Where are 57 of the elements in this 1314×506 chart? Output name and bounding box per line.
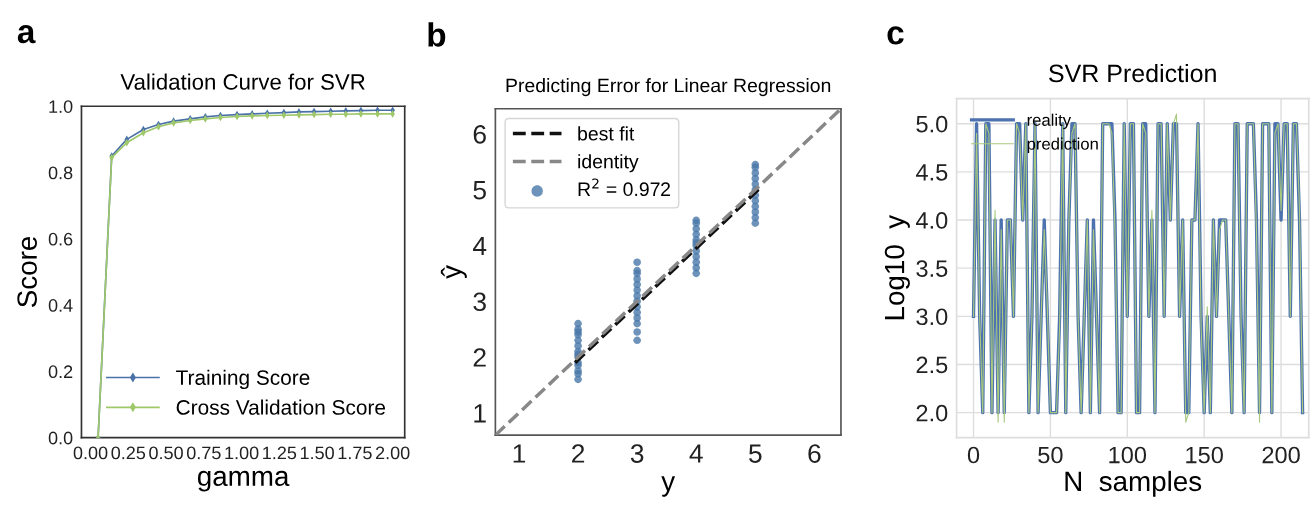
x-tick-label: 1.25 bbox=[263, 446, 297, 460]
y-tick-label: 4.0 bbox=[915, 212, 948, 229]
legend-label: reality bbox=[1027, 113, 1072, 130]
y-tick-label: 3 bbox=[473, 292, 486, 312]
y-tick-label: 2.5 bbox=[916, 356, 948, 374]
x-tick-label: 2.00 bbox=[375, 446, 410, 460]
x-tick-label: 1.75 bbox=[338, 446, 372, 460]
legend-label: Training Score bbox=[176, 369, 310, 390]
legend-label: identity bbox=[578, 154, 639, 173]
legend-label: R$^{2}$ = 0.972 bbox=[578, 178, 670, 197]
x-tick-label: 50 bbox=[1038, 446, 1063, 464]
y-tick-label: 3.0 bbox=[916, 308, 948, 326]
chart-title: SVR Prediction bbox=[1049, 63, 1216, 83]
x-axis-title: y bbox=[661, 476, 676, 497]
text: b bbox=[428, 22, 446, 47]
y-tick-label: 0.6 bbox=[48, 232, 73, 246]
x-tick-label: 4 bbox=[689, 444, 703, 463]
y-tick-label: 2 bbox=[473, 348, 486, 367]
x-tick-label: 5 bbox=[749, 444, 762, 463]
y-tick-label: 5.0 bbox=[916, 115, 948, 133]
y-tick-label: 1 bbox=[474, 404, 486, 423]
x-tick-label: 3 bbox=[630, 444, 644, 463]
x-tick-label: 150 bbox=[1186, 446, 1223, 464]
x-tick-label: 100 bbox=[1109, 446, 1147, 464]
y-tick-label: 4.5 bbox=[915, 164, 948, 181]
y-tick-label: 5 bbox=[473, 181, 486, 200]
x-tick-label: 1 bbox=[513, 444, 526, 463]
x-tick-label: 1.50 bbox=[300, 446, 334, 460]
x-tick-label: 0.25 bbox=[111, 446, 146, 460]
chart-title: Predicting Error for Linear Regression bbox=[506, 78, 831, 97]
x-tick-label: 0.75 bbox=[186, 446, 221, 460]
y-axis-title: Score bbox=[17, 236, 37, 307]
chart-title: Validation Curve for SVR bbox=[120, 73, 365, 90]
y-tick-label: 3.5 bbox=[916, 260, 948, 277]
x-axis-title: gamma bbox=[197, 470, 290, 492]
y-tick-label: 0.4 bbox=[48, 299, 73, 312]
y-axis-title: Log10 y bbox=[884, 214, 910, 320]
y-tick-label: 2.0 bbox=[916, 404, 948, 422]
y-tick-label: 0.0 bbox=[48, 431, 73, 445]
y-axis-title: ŷ bbox=[440, 265, 467, 279]
text: c bbox=[887, 26, 904, 45]
y-tick-label: 1.0 bbox=[49, 100, 73, 113]
x-tick-label: 2 bbox=[572, 444, 585, 463]
x-tick-label: 0.00 bbox=[73, 446, 108, 460]
y-tick-label: 6 bbox=[473, 125, 486, 144]
x-tick-label: 0.50 bbox=[149, 446, 183, 460]
legend-label: best fit bbox=[578, 126, 635, 141]
text: a bbox=[17, 25, 36, 44]
x-tick-label: 1.00 bbox=[225, 446, 259, 460]
x-tick-label: 6 bbox=[808, 444, 821, 463]
y-tick-label: 0.2 bbox=[48, 365, 73, 379]
x-tick-label: 0 bbox=[967, 446, 980, 464]
y-tick-label: 0.8 bbox=[48, 166, 73, 180]
x-axis-title: N samples bbox=[1065, 470, 1202, 497]
legend-label: Cross Validation Score bbox=[176, 399, 386, 415]
y-tick-label: 4 bbox=[472, 236, 487, 256]
x-tick-label: 200 bbox=[1262, 446, 1300, 464]
